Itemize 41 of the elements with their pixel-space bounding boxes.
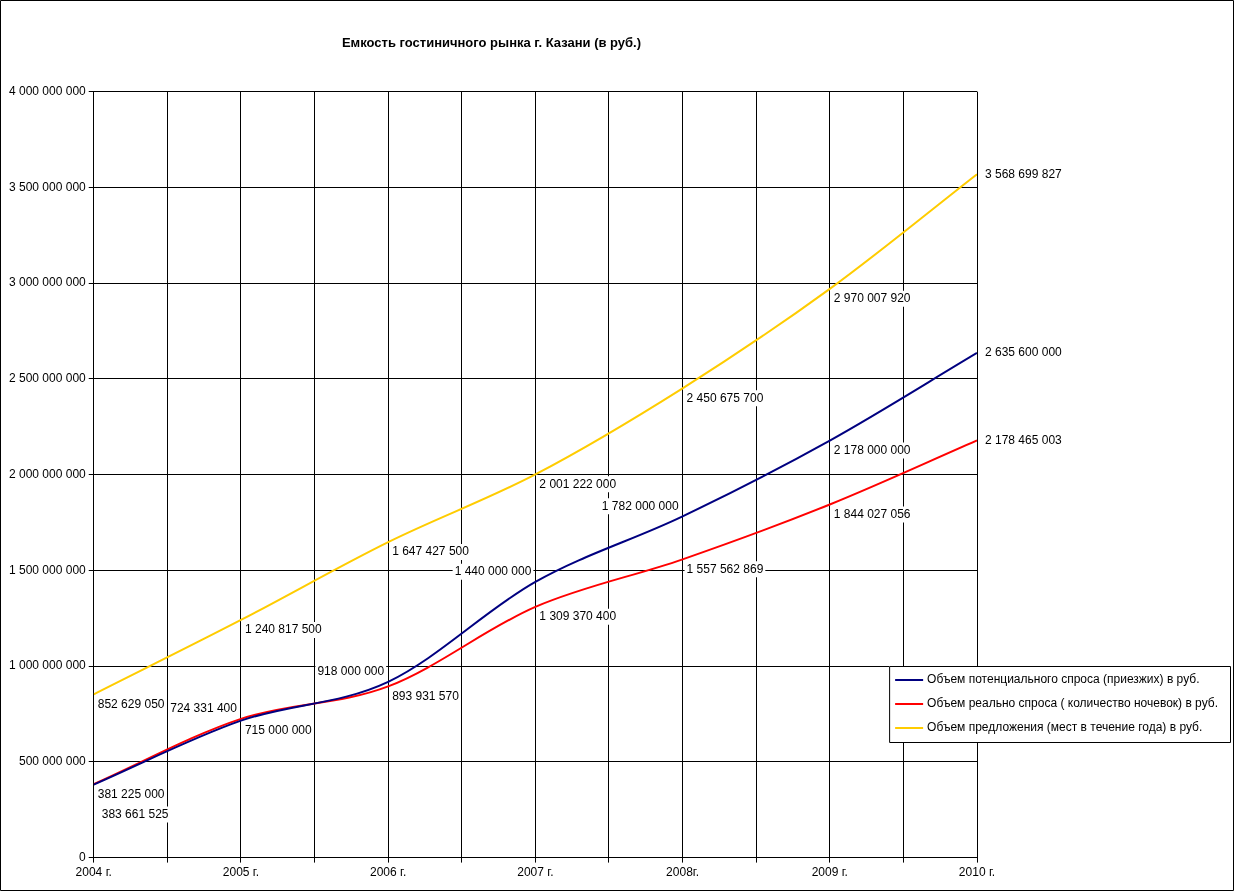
x-tick-label: 2010 г. — [958, 865, 996, 880]
data-label: 1 240 817 500 — [244, 622, 323, 637]
y-tick-label: 0 — [79, 849, 87, 864]
y-tick-label: 500 000 000 — [19, 754, 87, 769]
data-label: 1 440 000 000 — [454, 564, 532, 579]
data-label: 2 178 465 003 — [985, 432, 1063, 447]
data-label: 1 557 562 869 — [686, 561, 764, 576]
legend-label: Объем предложения (мест в течение года) в руб. — [927, 720, 1203, 735]
data-label: 715 000 000 — [244, 722, 313, 737]
x-tick-label: 2004 г. — [75, 865, 112, 880]
data-label: 3 568 699 827 — [985, 166, 1063, 181]
data-label: 2 635 600 000 — [985, 345, 1063, 360]
x-tick-label: 2007 г. — [517, 865, 554, 880]
x-tick-label: 2006 г. — [370, 865, 407, 880]
data-label: 893 931 570 — [392, 688, 460, 703]
data-label: 2 001 222 000 — [539, 476, 617, 491]
data-label: 852 629 050 — [97, 696, 165, 711]
y-tick-label: 1 000 000 000 — [8, 658, 87, 673]
y-tick-label: 2 000 000 000 — [8, 466, 87, 481]
data-label: 918 000 000 — [317, 664, 385, 679]
chart-title: Емкость гостиничного рынка г. Казани (в руб.) — [341, 35, 642, 51]
data-label: 724 331 400 — [170, 701, 238, 716]
data-label: 1 844 027 056 — [833, 506, 911, 521]
data-label: 1 647 427 500 — [392, 544, 470, 559]
y-tick-label: 2 500 000 000 — [8, 371, 87, 386]
data-label: 2 178 000 000 — [833, 442, 911, 457]
y-tick-label: 3 500 000 000 — [8, 179, 87, 194]
x-tick-label: 2009 г. — [811, 865, 848, 880]
data-label: 1 309 370 400 — [539, 609, 617, 624]
x-tick-label: 2005 г. — [222, 865, 260, 880]
data-label: 1 782 000 000 — [601, 498, 679, 513]
y-tick-label: 4 000 000 000 — [8, 83, 87, 98]
x-tick-label: 2008г. — [666, 865, 700, 880]
legend-label: Объем потенциального спроса (приезжих) в руб. — [927, 672, 1200, 687]
data-label: 2 970 007 920 — [833, 291, 911, 306]
y-tick-label: 3 000 000 000 — [8, 275, 87, 290]
data-label: 383 661 525 — [101, 806, 169, 821]
data-label: 381 225 000 — [97, 786, 165, 801]
legend-label: Объем реально спроса ( количество ночевок) в руб. — [927, 696, 1219, 711]
data-label: 2 450 675 700 — [686, 390, 764, 405]
y-tick-label: 1 500 000 000 — [8, 562, 87, 577]
